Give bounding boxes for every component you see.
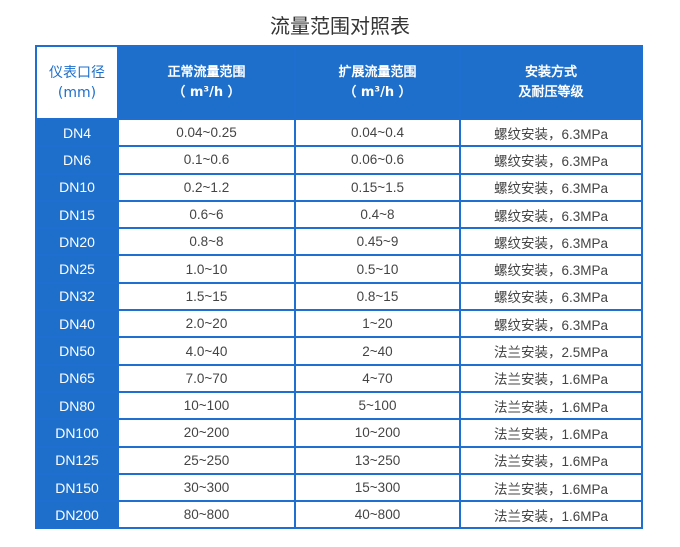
- table-row: DN50 4.0~40 2~40 法兰安装，2.5MPa: [35, 336, 643, 366]
- install-cell: 法兰安装，2.5MPa: [459, 336, 643, 366]
- size-cell: DN40: [35, 309, 119, 339]
- header-normal-line1: 正常流量范围: [167, 64, 246, 80]
- size-cell: DN150: [35, 472, 119, 503]
- table-row: DN80 10~100 5~100 法兰安装，1.6MPa: [35, 390, 643, 421]
- normal-flow-cell: 0.2~1.2: [117, 172, 296, 202]
- extended-flow-cell: 0.45~9: [294, 227, 461, 257]
- install-cell: 法兰安装，1.6MPa: [459, 500, 643, 530]
- size-cell: DN100: [35, 418, 119, 448]
- size-cell: DN200: [35, 500, 119, 530]
- extended-flow-cell: 15~300: [294, 472, 461, 503]
- table-row: DN10 0.2~1.2 0.15~1.5 螺纹安装，6.3MPa: [35, 172, 643, 202]
- install-cell: 螺纹安装，6.3MPa: [459, 281, 643, 312]
- normal-flow-cell: 0.1~0.6: [117, 145, 296, 175]
- size-cell: DN80: [35, 390, 119, 421]
- size-cell: DN20: [35, 227, 119, 257]
- header-normal-line2: （ m³/h ）: [172, 84, 241, 100]
- extended-flow-cell: 0.5~10: [294, 254, 461, 284]
- extended-flow-cell: 4~70: [294, 363, 461, 393]
- extended-flow-cell: 10~200: [294, 418, 461, 448]
- table-row: DN20 0.8~8 0.45~9 螺纹安装，6.3MPa: [35, 227, 643, 257]
- header-install-line2: 及耐压等级: [518, 84, 584, 100]
- normal-flow-cell: 0.04~0.25: [117, 117, 296, 148]
- table-row: DN25 1.0~10 0.5~10 螺纹安装，6.3MPa: [35, 254, 643, 284]
- normal-flow-cell: 20~200: [117, 418, 296, 448]
- size-cell: DN125: [35, 445, 119, 475]
- normal-flow-cell: 80~800: [117, 500, 296, 530]
- header-extended-flow: 扩展流量范围 （ m³/h ）: [294, 45, 461, 120]
- table-row: DN15 0.6~6 0.4~8 螺纹安装，6.3MPa: [35, 199, 643, 230]
- table-row: DN6 0.1~0.6 0.06~0.6 螺纹安装，6.3MPa: [35, 145, 643, 175]
- size-cell: DN65: [35, 363, 119, 393]
- normal-flow-cell: 0.6~6: [117, 199, 296, 230]
- header-install-line1: 安装方式: [524, 64, 577, 80]
- install-cell: 法兰安装，1.6MPa: [459, 472, 643, 503]
- install-cell: 螺纹安装，6.3MPa: [459, 254, 643, 284]
- install-cell: 螺纹安装，6.3MPa: [459, 117, 643, 148]
- extended-flow-cell: 2~40: [294, 336, 461, 366]
- header-size-line2: (mm): [57, 84, 97, 101]
- extended-flow-cell: 0.04~0.4: [294, 117, 461, 148]
- table-row: DN150 30~300 15~300 法兰安装，1.6MPa: [35, 472, 643, 503]
- header-normal-flow: 正常流量范围 （ m³/h ）: [117, 45, 296, 120]
- extended-flow-cell: 0.15~1.5: [294, 172, 461, 202]
- table-row: DN4 0.04~0.25 0.04~0.4 螺纹安装，6.3MPa: [35, 117, 643, 148]
- table-row: DN32 1.5~15 0.8~15 螺纹安装，6.3MPa: [35, 281, 643, 312]
- normal-flow-cell: 1.0~10: [117, 254, 296, 284]
- table-row: DN200 80~800 40~800 法兰安装，1.6MPa: [35, 500, 643, 530]
- page-title: 流量范围对照表: [270, 14, 410, 38]
- table-row: DN40 2.0~20 1~20 螺纹安装，6.3MPa: [35, 309, 643, 339]
- normal-flow-cell: 7.0~70: [117, 363, 296, 393]
- table-row: DN100 20~200 10~200 法兰安装，1.6MPa: [35, 418, 643, 448]
- install-cell: 螺纹安装，6.3MPa: [459, 199, 643, 230]
- extended-flow-cell: 1~20: [294, 309, 461, 339]
- install-cell: 螺纹安装，6.3MPa: [459, 172, 643, 202]
- size-cell: DN25: [35, 254, 119, 284]
- normal-flow-cell: 4.0~40: [117, 336, 296, 366]
- size-cell: DN10: [35, 172, 119, 202]
- size-cell: DN32: [35, 281, 119, 312]
- header-extended-line2: （ m³/h ）: [343, 84, 412, 100]
- normal-flow-cell: 30~300: [117, 472, 296, 503]
- size-cell: DN15: [35, 199, 119, 230]
- normal-flow-cell: 0.8~8: [117, 227, 296, 257]
- extended-flow-cell: 40~800: [294, 500, 461, 530]
- install-cell: 法兰安装，1.6MPa: [459, 390, 643, 421]
- header-install: 安装方式 及耐压等级: [459, 45, 643, 120]
- extended-flow-cell: 5~100: [294, 390, 461, 421]
- install-cell: 法兰安装，1.6MPa: [459, 418, 643, 448]
- install-cell: 螺纹安装，6.3MPa: [459, 227, 643, 257]
- extended-flow-cell: 0.8~15: [294, 281, 461, 312]
- install-cell: 法兰安装，1.6MPa: [459, 363, 643, 393]
- size-cell: DN6: [35, 145, 119, 175]
- normal-flow-cell: 10~100: [117, 390, 296, 421]
- extended-flow-cell: 0.06~0.6: [294, 145, 461, 175]
- normal-flow-cell: 25~250: [117, 445, 296, 475]
- table-row: DN65 7.0~70 4~70 法兰安装，1.6MPa: [35, 363, 643, 393]
- extended-flow-cell: 0.4~8: [294, 199, 461, 230]
- header-size: 仪表口径 (mm): [35, 45, 119, 120]
- install-cell: 螺纹安装，6.3MPa: [459, 145, 643, 175]
- flow-range-table: 仪表口径 (mm) 正常流量范围 （ m³/h ） 扩展流量范围 （ m³/h ） 安…: [35, 45, 643, 530]
- table-row: DN125 25~250 13~250 法兰安装，1.6MPa: [35, 445, 643, 475]
- extended-flow-cell: 13~250: [294, 445, 461, 475]
- size-cell: DN4: [35, 117, 119, 148]
- normal-flow-cell: 2.0~20: [117, 309, 296, 339]
- size-cell: DN50: [35, 336, 119, 366]
- install-cell: 法兰安装，1.6MPa: [459, 445, 643, 475]
- normal-flow-cell: 1.5~15: [117, 281, 296, 312]
- header-size-line1: 仪表口径: [49, 64, 105, 81]
- header-extended-line1: 扩展流量范围: [338, 64, 417, 80]
- install-cell: 螺纹安装，6.3MPa: [459, 309, 643, 339]
- header-row: 仪表口径 (mm) 正常流量范围 （ m³/h ） 扩展流量范围 （ m³/h ） 安…: [35, 45, 643, 120]
